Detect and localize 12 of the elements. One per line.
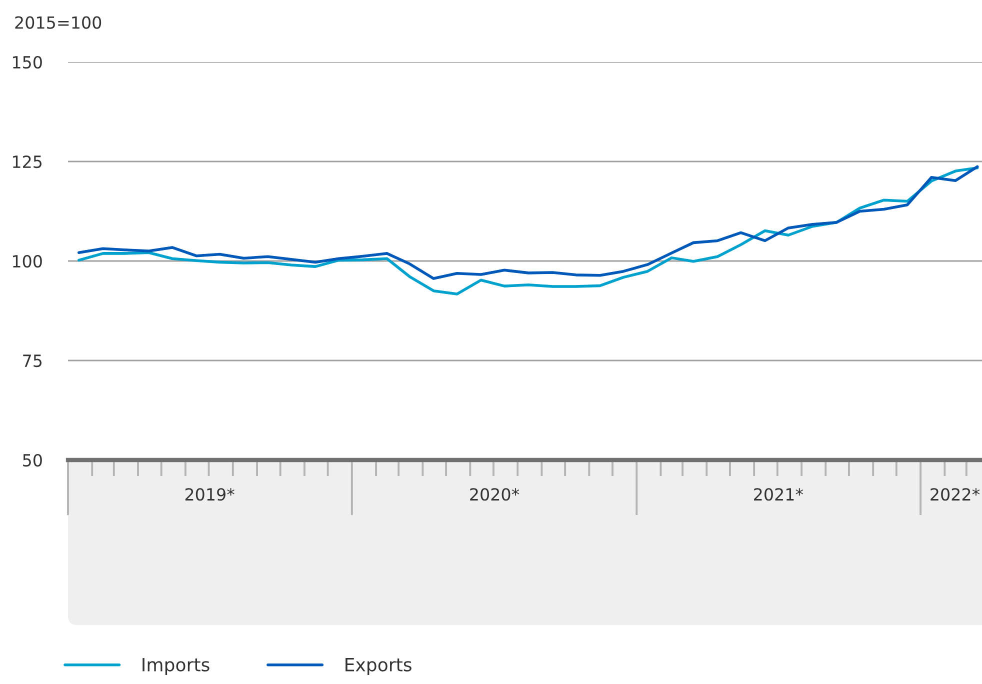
legend-label: Imports — [142, 658, 210, 675]
x-tick-label: 2021* — [754, 488, 804, 501]
x-tick-label: 2020* — [470, 488, 520, 501]
x-tick-label: 2019* — [185, 488, 234, 501]
y-tick-label: 75 — [23, 354, 42, 368]
y-tick-label: 100 — [13, 254, 42, 268]
y-tick-label: 150 — [13, 56, 42, 69]
x-tick-label: 2022* — [930, 488, 980, 501]
legend-label: Exports — [346, 658, 412, 675]
y-tick-label: 125 — [13, 155, 42, 168]
y-tick-label: 50 — [23, 454, 42, 467]
y-axis-title: 2015=100 — [15, 16, 102, 29]
